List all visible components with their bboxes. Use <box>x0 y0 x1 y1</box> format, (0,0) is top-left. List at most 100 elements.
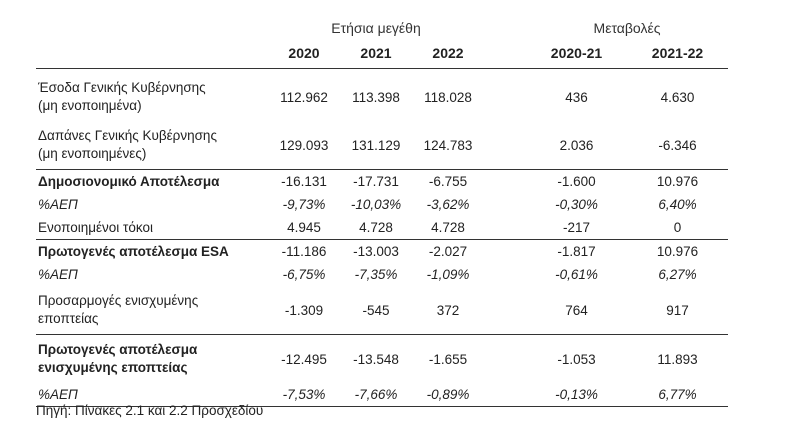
spacer-cell <box>484 216 526 240</box>
row-label: Πρωτογενές αποτέλεσμα ενισχυμένης εποπτεί… <box>36 334 268 383</box>
fiscal-results-table: 2020 2021 2022 2020-21 2021-22 Έσοδα Γεν… <box>36 38 728 407</box>
spacer-cell <box>484 193 526 216</box>
table-row-interest: Ενοποιημένοι τόκοι 4.945 4.728 4.728 -21… <box>36 216 728 240</box>
cell-value: 764 <box>565 302 588 318</box>
cell-value: -2.027 <box>412 239 484 263</box>
table-row-primary-balance-enhanced-gdp: %ΑΕΠ -7,53% -7,66% -0,89% -0,13% 6,77% <box>36 383 728 407</box>
table-row-primary-balance-enhanced: Πρωτογενές αποτέλεσμα ενισχυμένης εποπτεί… <box>36 334 728 383</box>
column-header-2020: 2020 <box>268 38 340 69</box>
table-row-fiscal-balance-gdp: %ΑΕΠ -9,73% -10,03% -3,62% -0,30% 6,40% <box>36 193 728 216</box>
cell-value: -545 <box>362 302 390 318</box>
row-label-line2: (μη ενοποιημένες) <box>38 146 147 161</box>
cell-value: -11.186 <box>268 239 340 263</box>
spacer-cell <box>484 286 526 335</box>
group-header-row: Ετήσια μεγέθη Μεταβολές <box>36 10 728 38</box>
spacer-cell <box>484 263 526 286</box>
cell-value: -7,53% <box>268 383 340 407</box>
row-label: %ΑΕΠ <box>38 266 78 282</box>
row-label-line1: Προσαρμογές ενισχυμένης <box>38 293 199 308</box>
cell-value: -1.053 <box>526 334 627 383</box>
group-header-changes: Μεταβολές <box>593 20 661 36</box>
spacer-cell <box>484 239 526 263</box>
header-label-cell <box>36 38 268 69</box>
cell-value: 129.093 <box>279 137 329 153</box>
cell-value: -10,03% <box>350 197 402 212</box>
cell-value: -1.817 <box>526 239 627 263</box>
column-header-row: 2020 2021 2022 2020-21 2021-22 <box>36 38 728 69</box>
cell-value: 436 <box>565 89 588 105</box>
table-row-revenue: Έσοδα Γενικής Κυβέρνησης (μη ενοποιημένα)… <box>36 69 728 122</box>
cell-value: -6,75% <box>282 267 326 282</box>
cell-value: -0,89% <box>412 383 484 407</box>
cell-value: -0,61% <box>555 267 598 282</box>
cell-value: 372 <box>436 302 460 318</box>
table-row-fiscal-balance: Δημοσιονομικό Αποτέλεσμα -16.131 -17.731… <box>36 169 728 193</box>
cell-value: -16.131 <box>268 169 340 193</box>
row-label-line1: Έσοδα Γενικής Κυβέρνησης <box>38 80 206 95</box>
cell-value: -9,73% <box>282 197 326 212</box>
cell-value: 4.728 <box>431 220 465 235</box>
column-header-2022: 2022 <box>412 38 484 69</box>
spacer-cell <box>484 334 526 383</box>
column-header-2021: 2021 <box>340 38 412 69</box>
row-label-line2: εποπτείας <box>38 311 99 326</box>
row-label: Δημοσιονομικό Αποτέλεσμα <box>36 169 268 193</box>
cell-value: 0 <box>673 220 682 235</box>
cell-value: -0,30% <box>555 197 598 212</box>
cell-value: -6.755 <box>412 169 484 193</box>
cell-value: 112.962 <box>280 89 328 105</box>
row-label: %ΑΕΠ <box>38 196 78 212</box>
cell-value: -7,35% <box>354 267 398 282</box>
cell-value: -7,66% <box>340 383 412 407</box>
cell-value: -12.495 <box>268 334 340 383</box>
cell-value: -6.346 <box>658 137 697 153</box>
cell-value: 6,27% <box>658 267 697 282</box>
table-row-enhanced-surveillance-adjustments: Προσαρμογές ενισχυμένης εποπτείας -1.309 … <box>36 286 728 335</box>
cell-value: 11.893 <box>627 334 728 383</box>
cell-value: 131.129 <box>351 137 401 153</box>
cell-value: -0,13% <box>526 383 627 407</box>
spacer-cell <box>484 121 526 170</box>
spacer-cell <box>484 69 526 122</box>
cell-value: 10.976 <box>627 239 728 263</box>
group-header-annual: Ετήσια μεγέθη <box>331 20 421 36</box>
column-header-2021-22: 2021-22 <box>627 38 728 69</box>
cell-value: -1.655 <box>412 334 484 383</box>
row-label: Δαπάνες Γενικής Κυβέρνησης (μη ενοποιημέν… <box>36 121 268 170</box>
cell-value: -13.548 <box>340 334 412 383</box>
row-label-line1: Δαπάνες Γενικής Κυβέρνησης <box>38 128 217 143</box>
spacer-cell <box>484 169 526 193</box>
table-row-primary-balance-esa: Πρωτογενές αποτέλεσμα ESA -11.186 -13.00… <box>36 239 728 263</box>
source-note: Πηγή: Πίνακες 2.1 και 2.2 Προσχεδίου <box>36 403 264 418</box>
row-label: Πρωτογενές αποτέλεσμα ESA <box>36 239 268 263</box>
cell-value: 6,77% <box>627 383 728 407</box>
cell-value: 4.728 <box>359 220 393 235</box>
cell-value: -3,62% <box>426 197 470 212</box>
row-label-line1: Πρωτογενές αποτέλεσμα <box>38 342 198 357</box>
cell-value: -217 <box>562 220 591 235</box>
cell-value: 113.398 <box>352 89 400 105</box>
cell-value: -1.600 <box>526 169 627 193</box>
cell-value: 6,40% <box>658 197 697 212</box>
cell-value: -1,09% <box>426 267 470 282</box>
table-row-primary-balance-esa-gdp: %ΑΕΠ -6,75% -7,35% -1,09% -0,61% 6,27% <box>36 263 728 286</box>
column-header-2020-21: 2020-21 <box>526 38 627 69</box>
cell-value: 118.028 <box>424 89 472 105</box>
cell-value: 4.945 <box>287 220 321 235</box>
fiscal-table-container: Ετήσια μεγέθη Μεταβολές 2020 2021 2022 2… <box>36 10 728 407</box>
row-label: Προσαρμογές ενισχυμένης εποπτείας <box>36 286 268 335</box>
cell-value: 124.783 <box>423 137 473 153</box>
row-label: Ενοποιημένοι τόκοι <box>38 219 153 235</box>
row-label-line2: ενισχυμένης εποπτείας <box>38 360 188 375</box>
spacer-cell <box>484 383 526 407</box>
cell-value: 2.036 <box>559 137 594 153</box>
cell-value: 10.976 <box>627 169 728 193</box>
cell-value: 4.630 <box>660 89 695 105</box>
table-row-expenditure: Δαπάνες Γενικής Κυβέρνησης (μη ενοποιημέν… <box>36 121 728 170</box>
row-label: Έσοδα Γενικής Κυβέρνησης (μη ενοποιημένα) <box>36 69 268 122</box>
cell-value: 917 <box>666 302 689 318</box>
cell-value: -1.309 <box>284 302 324 318</box>
header-spacer <box>484 38 526 69</box>
row-label: %ΑΕΠ <box>36 383 268 407</box>
cell-value: -17.731 <box>340 169 412 193</box>
